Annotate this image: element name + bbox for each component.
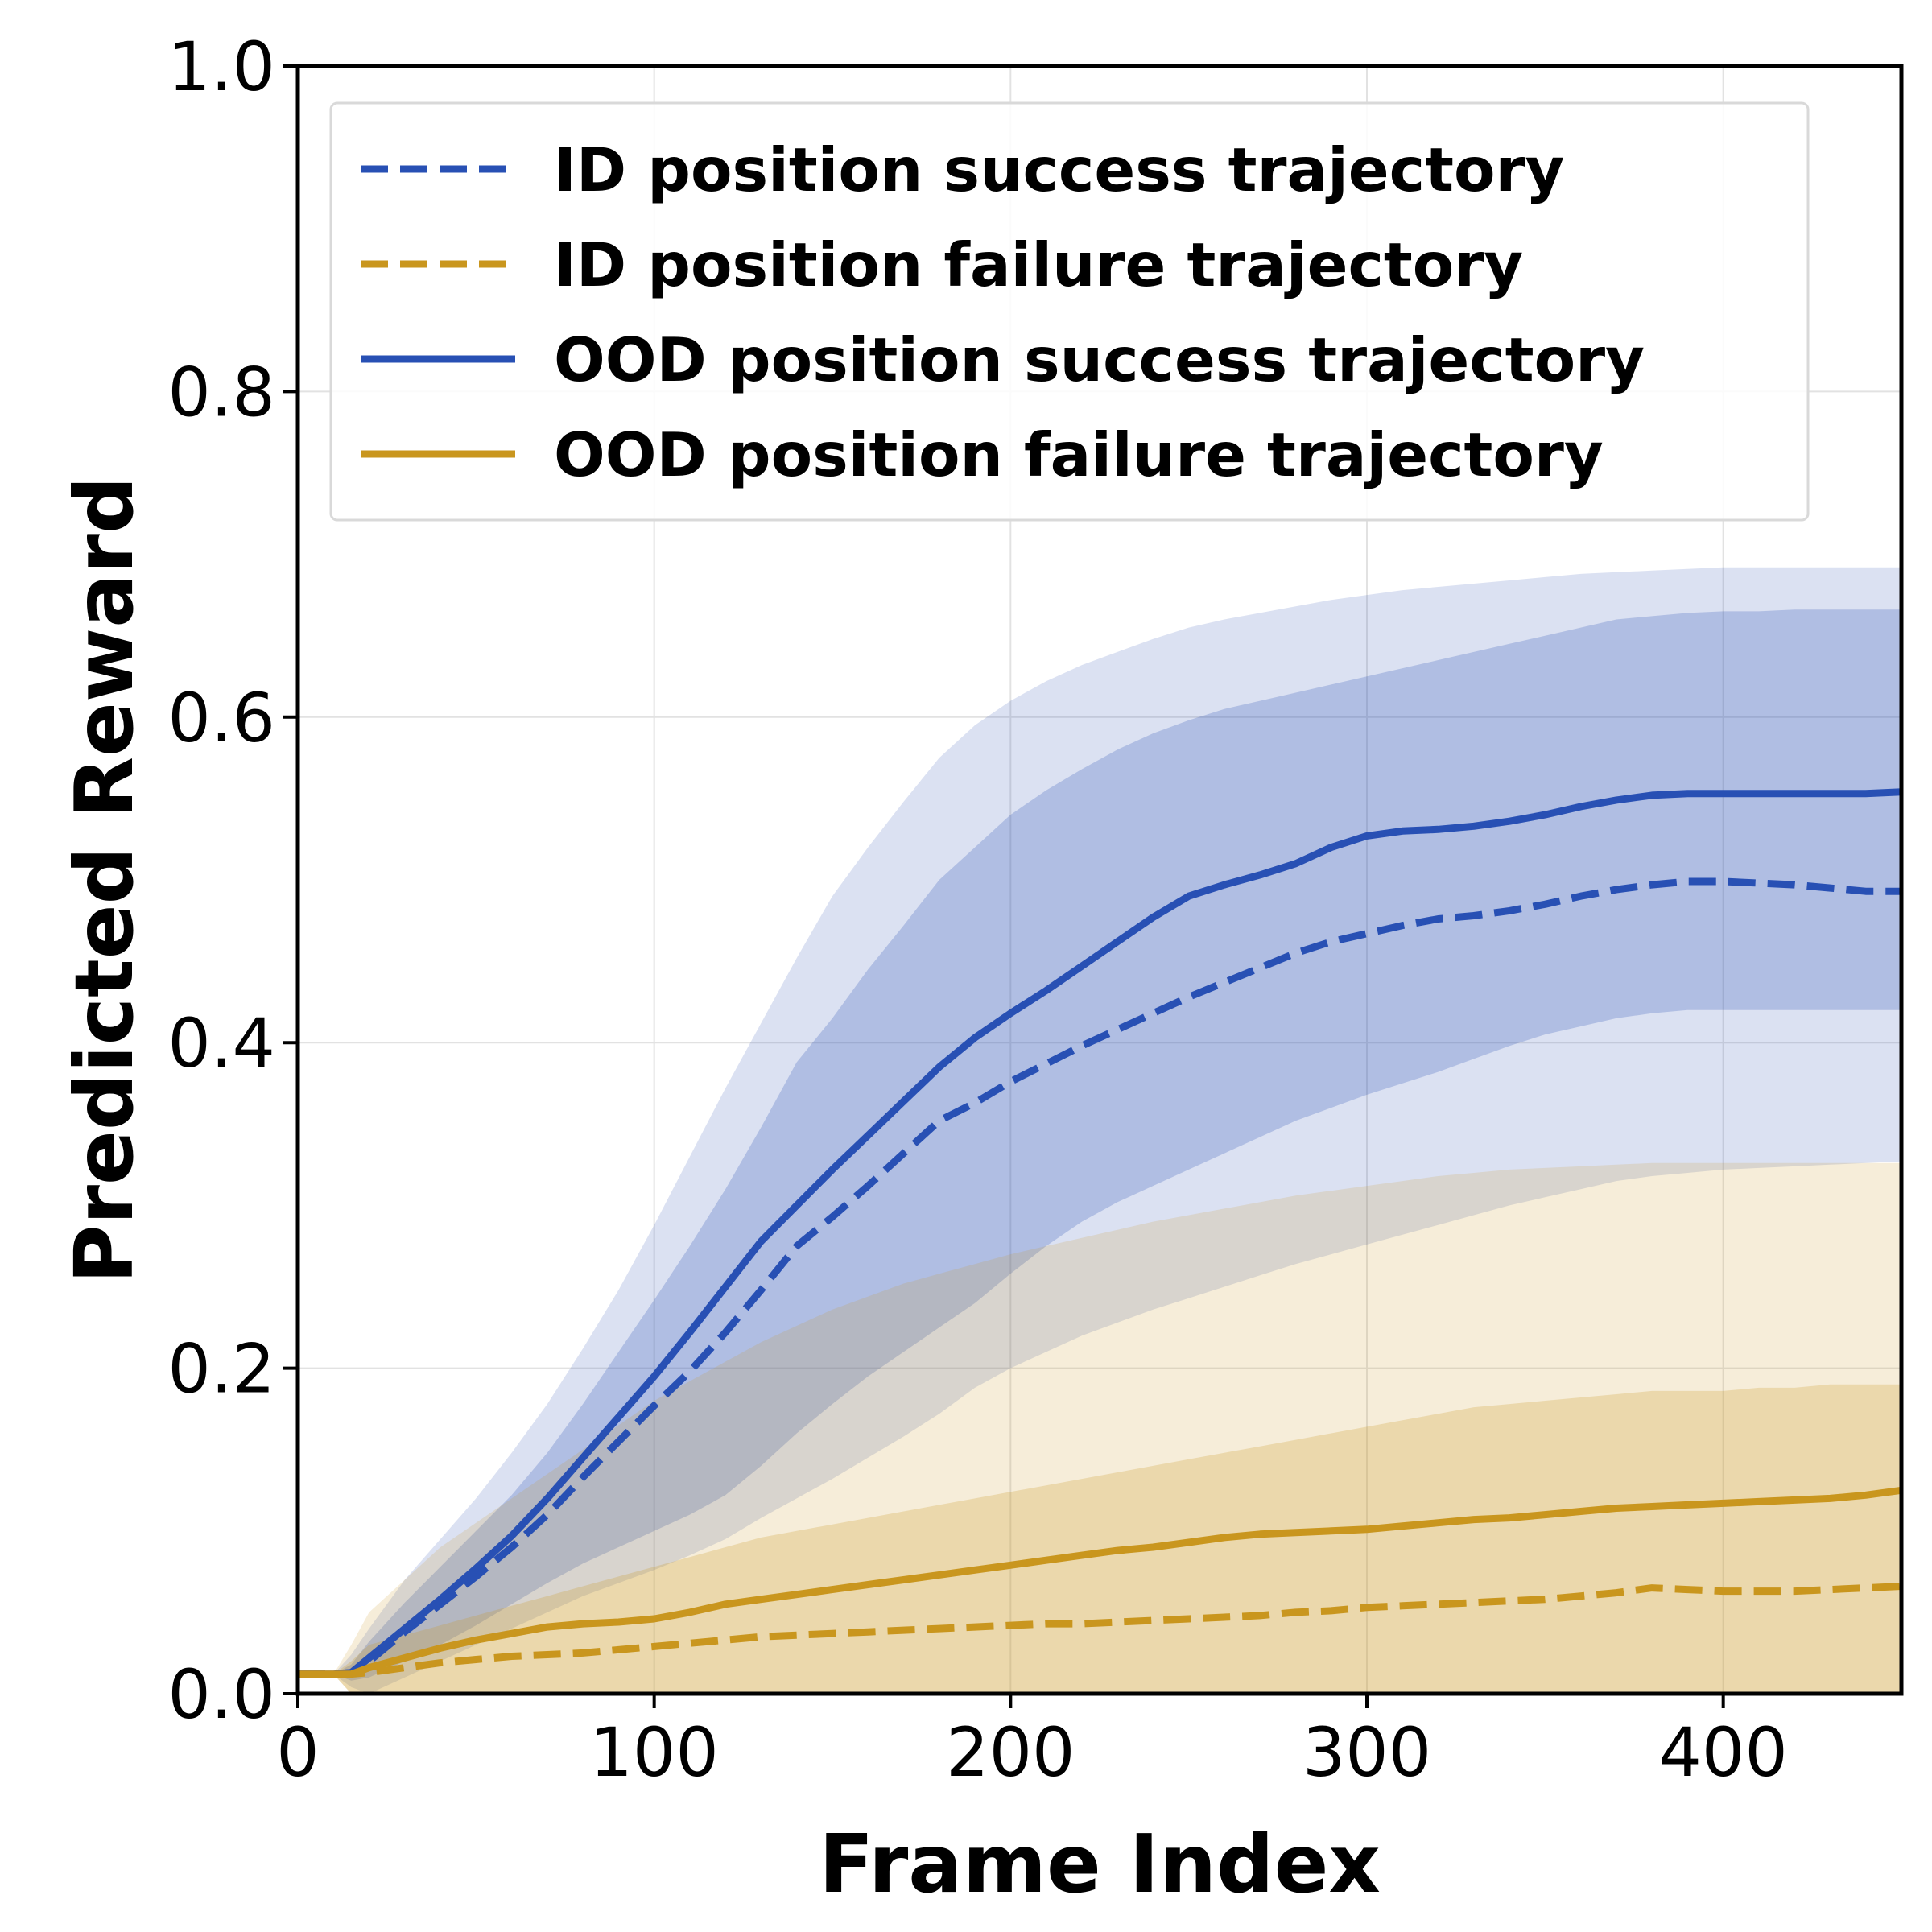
x-axis-title: Frame Index xyxy=(819,1817,1381,1911)
y-tick-label: 0.4 xyxy=(167,1004,275,1083)
uncertainty-bands xyxy=(298,567,1901,1694)
y-tick-label: 0.0 xyxy=(167,1655,275,1734)
series-lines xyxy=(298,788,1902,1678)
series-line xyxy=(298,1486,1902,1678)
y-tick-label: 0.2 xyxy=(167,1330,275,1409)
band-inner xyxy=(298,1384,1901,1694)
legend-label: ID position failure trajectory xyxy=(554,229,1523,300)
legend: ID position success trajectory ID positio… xyxy=(329,101,1810,522)
y-tick-label: 1.0 xyxy=(167,27,275,106)
y-axis-title: Predicted Reward xyxy=(57,476,151,1283)
x-tick-label: 400 xyxy=(1658,1713,1787,1792)
y-tick-label: 0.6 xyxy=(167,679,275,758)
legend-label: ID position success trajectory xyxy=(554,134,1564,205)
series-line xyxy=(298,1583,1902,1678)
y-tick-label: 0.8 xyxy=(167,353,275,431)
plot-frame xyxy=(295,64,1904,1696)
x-tick-label: 200 xyxy=(946,1713,1075,1792)
x-tick-label: 0 xyxy=(276,1713,319,1792)
x-tick-label: 300 xyxy=(1302,1713,1431,1792)
x-tick-label: 100 xyxy=(589,1713,718,1792)
legend-label: OOD position success trajectory xyxy=(554,324,1645,395)
band-outer xyxy=(298,1162,1901,1694)
band-outer xyxy=(298,567,1901,1694)
series-line xyxy=(298,877,1901,1678)
legend-box xyxy=(329,101,1810,522)
band-inner xyxy=(298,609,1901,1681)
legend-label: OOD position failure trajectory xyxy=(554,419,1604,490)
series-line xyxy=(298,788,1902,1678)
axis-ticks: 0 100 200 300 400 0.0 0.2 0.4 0.6 0.8 1.0 xyxy=(167,27,1787,1792)
